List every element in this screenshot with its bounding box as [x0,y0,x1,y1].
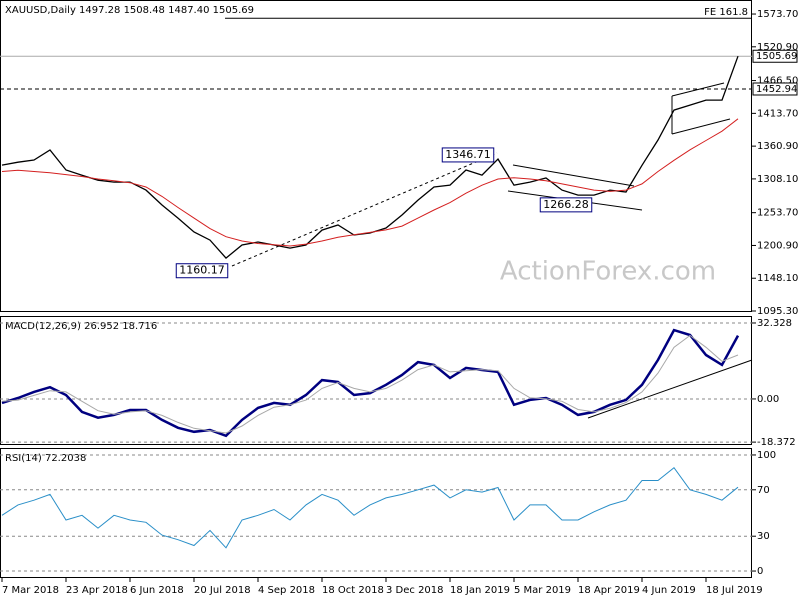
annotation-label: 1160.17 [179,264,225,277]
series-line [1,328,740,438]
x-tick-label: 4 Sep 2018 [258,585,315,596]
price-level-label: 1505.69 [756,51,797,62]
x-tick-label: 6 Jun 2018 [130,585,184,596]
y-tick-label: 1413.70 [757,108,798,119]
panel-title: XAUUSD,Daily 1497.28 1508.48 1487.40 150… [5,5,254,16]
series-line [1,466,739,549]
y-tick-label: 70 [757,485,770,496]
channel-line [512,164,635,187]
panel-border [0,316,752,445]
x-tick-label: 3 Dec 2018 [386,585,444,596]
annotation-box [539,197,593,213]
y-tick-label: 1200.90 [757,240,798,251]
x-tick-label: 18 Jan 2019 [450,585,510,596]
y-tick-label: 1253.70 [757,208,798,219]
macd-trendline [587,359,753,419]
channel-line [671,118,731,135]
y-tick-label: 1520.90 [757,42,798,53]
y-tick-label: 0.00 [757,394,779,405]
x-tick-label: 20 Jul 2018 [194,585,251,596]
annotation-label: 1266.28 [543,198,589,211]
y-tick-label: -18.372 [757,437,796,448]
x-tick-label: 23 Apr 2018 [66,585,128,596]
y-tick-label: 1466.50 [757,76,798,87]
x-tick-label: 5 Mar 2019 [514,585,571,596]
x-tick-label: 4 Jun 2019 [642,585,696,596]
price-level-box [752,82,798,96]
watermark: ActionForex.com [500,257,716,287]
x-tick-label: 18 Apr 2019 [578,585,640,596]
y-tick-label: 1095.30 [757,306,798,317]
panel-border [0,0,752,312]
y-tick-label: 100 [757,450,776,461]
panel-title: RSI(14) 72.2038 [5,453,86,464]
y-tick-label: 1360.90 [757,141,798,152]
x-tick-label: 18 Oct 2018 [322,585,384,596]
y-tick-label: 1308.10 [757,174,798,185]
y-tick-label: 0 [757,566,763,577]
x-tick-label: 18 Jul 2019 [706,585,763,596]
price-level-label: 1452.94 [756,84,797,95]
annotation-box [175,263,229,279]
series-line [1,334,739,434]
y-tick-label: 1148.10 [757,273,798,284]
annotation-box [441,147,495,163]
price-level-box [752,49,798,63]
trendlines [231,82,753,419]
fe-label: FE 161.8 [704,7,748,18]
panel-title: MACD(12,26,9) 26.952 18.716 [5,321,157,332]
channel-line [671,82,725,97]
y-tick-label: 30 [757,531,770,542]
y-tick-label: 1573.70 [757,9,798,20]
trendline [231,152,498,267]
panel-border [0,448,752,578]
series-line [1,118,739,247]
y-tick-label: 32.328 [757,318,792,329]
x-tick-label: 7 Mar 2018 [2,585,59,596]
annotation-label: 1346.71 [445,148,491,161]
